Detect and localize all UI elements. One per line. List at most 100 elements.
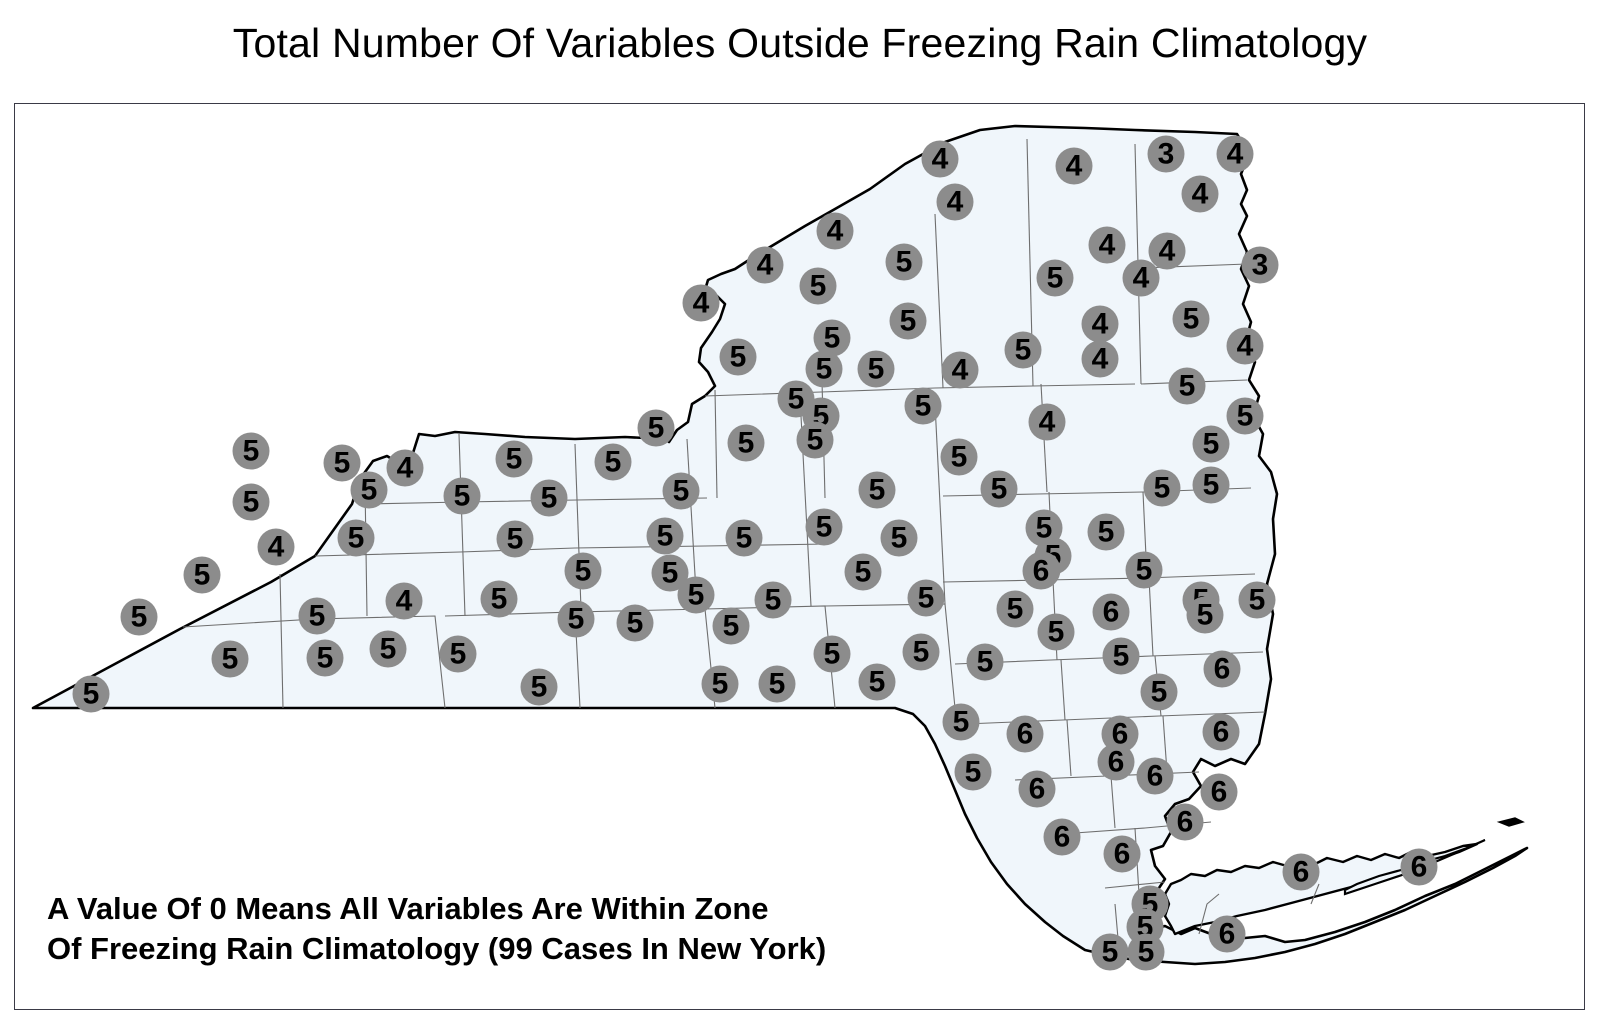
station-marker: 5 <box>701 665 739 703</box>
station-marker: 5 <box>443 477 481 515</box>
station-marker: 5 <box>719 338 757 376</box>
station-marker: 4 <box>1226 327 1264 365</box>
station-marker: 5 <box>480 580 518 618</box>
station-marker: 6 <box>1092 593 1130 631</box>
station-marker: 5 <box>857 350 895 388</box>
station-marker: 5 <box>323 444 361 482</box>
station-marker: 6 <box>1103 835 1141 873</box>
station-marker: 5 <box>496 520 534 558</box>
station-marker: 5 <box>298 597 336 635</box>
station-marker: 5 <box>369 630 407 668</box>
station-marker: 5 <box>1087 513 1125 551</box>
station-marker: 5 <box>1125 551 1163 589</box>
station-marker: 5 <box>844 553 882 591</box>
station-marker: 3 <box>1241 246 1279 284</box>
station-marker: 5 <box>616 604 654 642</box>
station-marker: 6 <box>1200 773 1238 811</box>
station-marker: 5 <box>337 519 375 557</box>
station-marker: 4 <box>1088 226 1126 264</box>
station-marker: 5 <box>796 421 834 459</box>
station-marker: 5 <box>1004 331 1042 369</box>
station-marker: 5 <box>530 479 568 517</box>
station-marker: 5 <box>662 472 700 510</box>
station-marker: 5 <box>232 483 270 521</box>
station-marker: 4 <box>1148 232 1186 270</box>
station-marker: 4 <box>1181 175 1219 213</box>
station-marker: 5 <box>942 703 980 741</box>
station-marker: 5 <box>902 633 940 671</box>
station-marker: 4 <box>682 284 720 322</box>
station-marker: 6 <box>1022 552 1060 590</box>
station-marker: 5 <box>350 471 388 509</box>
note-line-1: A Value Of 0 Means All Variables Are Wit… <box>47 891 769 926</box>
station-marker: 5 <box>813 635 851 673</box>
station-marker: 5 <box>1226 397 1264 435</box>
station-marker: 5 <box>1238 581 1276 619</box>
station-marker: 5 <box>520 668 558 706</box>
station-marker: 5 <box>1091 933 1129 971</box>
station-marker: 5 <box>1143 469 1181 507</box>
station-marker: 5 <box>805 350 843 388</box>
station-marker: 6 <box>1400 848 1438 886</box>
station-marker: 6 <box>1282 853 1320 891</box>
station-marker: 3 <box>1147 135 1185 173</box>
station-marker: 4 <box>936 183 974 221</box>
station-marker: 4 <box>746 246 784 284</box>
station-marker: 6 <box>1203 650 1241 688</box>
station-marker: 5 <box>1127 933 1165 971</box>
station-marker: 5 <box>1172 300 1210 338</box>
station-marker: 5 <box>1192 466 1230 504</box>
station-marker: 5 <box>880 519 918 557</box>
station-marker: 5 <box>439 635 477 673</box>
station-marker: 5 <box>940 438 978 476</box>
station-marker: 5 <box>954 753 992 791</box>
station-marker: 5 <box>232 432 270 470</box>
station-marker: 5 <box>1186 596 1224 634</box>
station-marker: 4 <box>1081 340 1119 378</box>
station-marker: 4 <box>1216 135 1254 173</box>
station-marker: 4 <box>1055 147 1093 185</box>
station-marker: 5 <box>758 665 796 703</box>
station-marker: 4 <box>257 528 295 566</box>
station-marker: 4 <box>1122 259 1160 297</box>
station-marker: 5 <box>885 243 923 281</box>
station-marker: 5 <box>858 663 896 701</box>
station-marker: 5 <box>1140 673 1178 711</box>
station-marker: 5 <box>727 424 765 462</box>
station-marker: 5 <box>637 409 675 447</box>
station-marker: 5 <box>120 598 158 636</box>
station-marker: 5 <box>495 440 533 478</box>
station-marker: 4 <box>1081 305 1119 343</box>
station-marker: 4 <box>386 449 424 487</box>
station-marker: 6 <box>1166 803 1204 841</box>
station-marker: 5 <box>306 639 344 677</box>
station-marker: 5 <box>1036 259 1074 297</box>
station-marker: 5 <box>966 643 1004 681</box>
station-marker: 5 <box>211 640 249 678</box>
map-note: A Value Of 0 Means All Variables Are Wit… <box>47 889 1057 968</box>
station-marker: 5 <box>904 387 942 425</box>
station-marker: 5 <box>646 517 684 555</box>
station-marker: 6 <box>1136 757 1174 795</box>
small-island-path <box>1496 817 1525 827</box>
station-marker: 5 <box>183 556 221 594</box>
station-marker: 6 <box>1006 715 1044 753</box>
station-marker: 5 <box>754 581 792 619</box>
station-marker: 5 <box>799 267 837 305</box>
station-marker: 5 <box>858 471 896 509</box>
station-marker: 6 <box>1043 818 1081 856</box>
station-marker: 5 <box>677 576 715 614</box>
station-marker: 5 <box>712 607 750 645</box>
station-marker: 4 <box>385 582 423 620</box>
station-marker: 5 <box>725 519 763 557</box>
station-marker: 5 <box>1192 425 1230 463</box>
station-marker: 4 <box>921 140 959 178</box>
station-marker: 6 <box>1208 915 1246 953</box>
station-marker: 5 <box>889 302 927 340</box>
station-marker: 5 <box>805 508 843 546</box>
station-marker: 5 <box>1102 637 1140 675</box>
station-marker: 5 <box>557 600 595 638</box>
